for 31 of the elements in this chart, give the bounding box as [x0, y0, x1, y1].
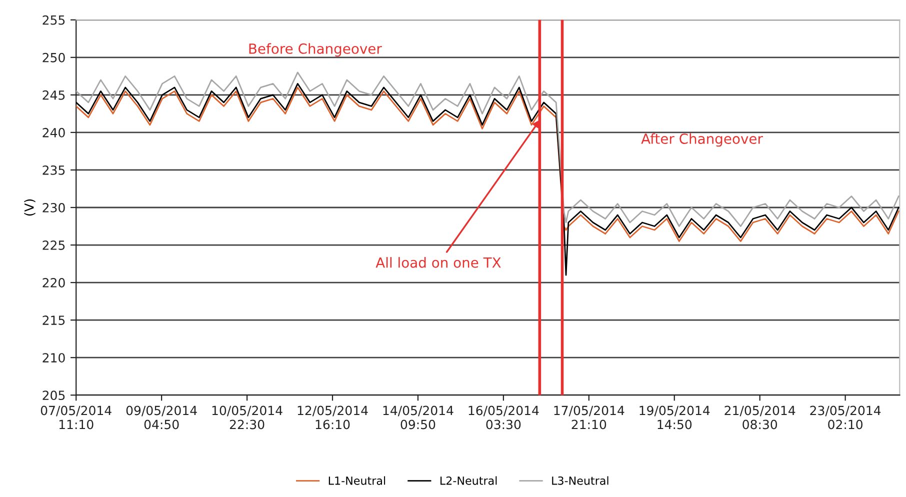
annotation: After Changeover: [641, 133, 763, 147]
y-tick-label: 230: [42, 202, 65, 212]
y-tick-label: 225: [42, 240, 65, 250]
y-tick-label: 220: [42, 278, 65, 288]
legend-label: L2-Neutral: [440, 476, 497, 485]
x-tick-label: 19/05/2014 14:50: [640, 406, 710, 430]
y-tick-label: 240: [42, 128, 65, 138]
y-tick-label: 245: [42, 90, 65, 100]
x-tick-label: 14/05/2014 09:50: [383, 406, 454, 430]
y-tick-label: 255: [42, 15, 65, 25]
legend-label: L1-Neutral: [328, 476, 386, 485]
x-tick-label: 23/05/2014 02:10: [810, 406, 881, 430]
legend-label: L3-Neutral: [552, 476, 608, 485]
y-tick-label: 250: [42, 52, 65, 62]
y-tick-label: 210: [42, 353, 65, 363]
y-tick-label: 235: [42, 165, 65, 175]
annotation: All load on one TX: [376, 257, 501, 268]
line-series: [76, 72, 900, 227]
x-tick-label: 16/05/2014 03:30: [468, 406, 539, 430]
y-axis-title: (V): [24, 199, 36, 216]
x-tick-label: 12/05/2014 16:10: [298, 406, 368, 430]
x-tick-label: 10/05/2014 22:30: [212, 406, 282, 430]
line-series: [76, 82, 900, 276]
y-tick-label: 205: [42, 390, 65, 400]
annotation: Before Changeover: [249, 43, 382, 57]
x-tick-label: 07/05/2014 11:10: [40, 406, 112, 430]
x-tick-label: 17/05/2014 21:10: [554, 406, 624, 430]
y-tick-label: 215: [42, 316, 65, 325]
line-series: [76, 86, 900, 242]
x-tick-label: 21/05/2014 08:30: [724, 406, 796, 430]
x-tick-label: 09/05/2014 04:50: [126, 406, 197, 430]
